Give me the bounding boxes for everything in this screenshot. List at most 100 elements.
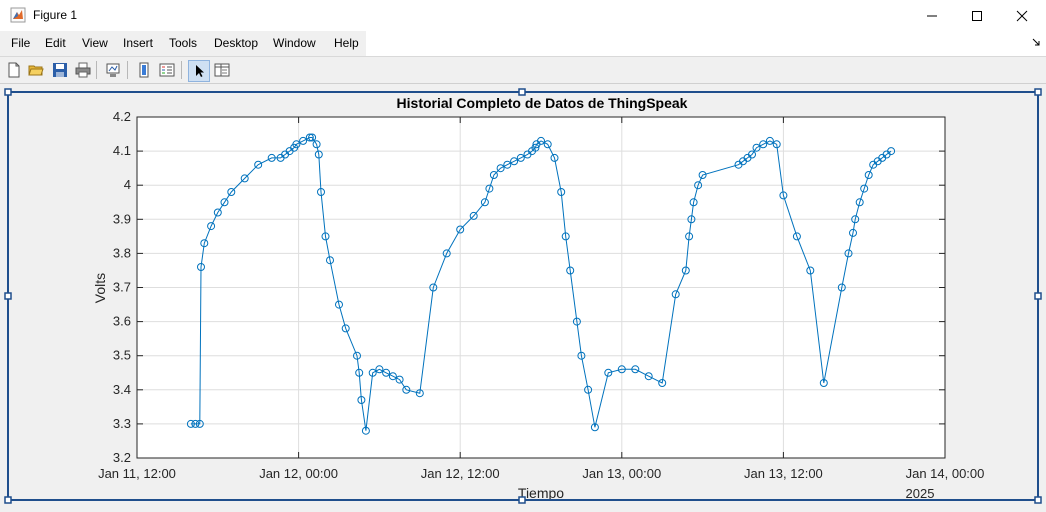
series-line	[190, 137, 892, 431]
data-point	[759, 140, 768, 149]
menu-tools[interactable]: Tools	[169, 36, 198, 50]
data-point	[819, 379, 828, 387]
data-point	[752, 143, 761, 152]
x-tick-label: Jan 12, 12:00	[421, 466, 500, 481]
menu-file[interactable]: File	[11, 36, 31, 50]
data-point	[772, 140, 781, 149]
data-point	[305, 133, 314, 142]
data-point	[765, 136, 774, 145]
x-axis: Jan 11, 12:00 Jan 12, 00:00 Jan 12, 12:00 J…	[98, 117, 984, 481]
close-button[interactable]	[999, 0, 1045, 31]
data-point	[267, 153, 276, 162]
minimize-button[interactable]	[909, 0, 955, 31]
figure-toolbar	[0, 57, 1046, 84]
data-point	[687, 215, 696, 224]
y-tick-label: 3.9	[113, 211, 131, 226]
data-point	[200, 239, 209, 248]
data-point	[537, 136, 545, 145]
data-point	[557, 188, 566, 196]
menu-edit[interactable]: Edit	[45, 36, 66, 50]
menu-insert[interactable]: Insert	[123, 36, 154, 50]
data-point	[382, 368, 391, 377]
data-point	[197, 263, 205, 271]
data-point	[195, 419, 204, 428]
resize-handle[interactable]	[1034, 496, 1042, 504]
y-tick-label: 4.2	[113, 109, 131, 124]
data-point	[584, 385, 593, 394]
data-point	[326, 256, 334, 265]
link-plot-icon[interactable]	[103, 60, 123, 80]
data-point	[375, 365, 384, 374]
new-figure-icon[interactable]	[4, 60, 24, 80]
property-inspector-icon[interactable]	[212, 60, 232, 80]
resize-handle[interactable]	[518, 496, 526, 504]
save-icon[interactable]	[50, 60, 70, 80]
edit-plot-arrow-icon[interactable]	[188, 60, 210, 82]
data-point	[353, 351, 361, 360]
resize-handle[interactable]	[1034, 88, 1042, 96]
resize-handle[interactable]	[4, 292, 12, 300]
y-tick-label: 3.2	[113, 450, 131, 465]
data-point	[855, 198, 864, 207]
data-point	[561, 232, 570, 241]
data-point	[240, 174, 249, 183]
data-point	[402, 385, 411, 394]
x-axis-year-label: 2025	[906, 486, 935, 501]
y-tick-label: 3.8	[113, 245, 131, 260]
data-point	[388, 372, 397, 381]
x-axis-label: Tiempo	[518, 485, 564, 501]
y-tick-label: 3.3	[113, 416, 131, 431]
data-point	[694, 181, 703, 190]
menu-window[interactable]: Window	[273, 36, 316, 50]
resize-handle[interactable]	[1034, 292, 1042, 300]
data-point	[395, 375, 404, 384]
dock-arrow-icon[interactable]	[1031, 36, 1041, 50]
toolbar-separator	[127, 61, 128, 79]
data-point	[849, 228, 857, 237]
data-point	[604, 368, 613, 377]
menu-view[interactable]: View	[82, 36, 108, 50]
data-point	[503, 160, 512, 169]
data-point	[887, 147, 896, 156]
data-point	[851, 215, 860, 224]
menu-strip: File Edit View Insert Tools Desktop Wind…	[0, 31, 366, 56]
data-point	[550, 153, 559, 162]
legend-icon[interactable]	[157, 60, 177, 80]
data-point	[631, 365, 640, 374]
data-point	[671, 290, 680, 299]
data-point	[489, 171, 498, 179]
data-point	[314, 150, 323, 159]
data-point	[698, 171, 707, 179]
matlab-logo-icon	[10, 7, 26, 23]
data-point	[644, 372, 653, 381]
resize-handle[interactable]	[4, 496, 12, 504]
resize-handle[interactable]	[518, 88, 526, 96]
data-point	[748, 150, 756, 159]
data-point	[341, 324, 350, 333]
data-point	[220, 198, 229, 207]
menu-desktop[interactable]: Desktop	[214, 36, 259, 50]
menu-bar: File Edit View Insert Tools Desktop Wind…	[0, 31, 1046, 57]
data-point	[480, 198, 489, 207]
x-tick-label: Jan 12, 00:00	[259, 466, 338, 481]
data-point	[213, 208, 222, 217]
maximize-button[interactable]	[954, 0, 1000, 31]
data-point	[312, 140, 321, 149]
data-point	[566, 266, 575, 275]
resize-handle[interactable]	[4, 88, 12, 96]
data-point	[792, 232, 801, 241]
x-tick-label: Jan 11, 12:00	[98, 466, 176, 481]
data-point	[368, 368, 377, 377]
data-point	[617, 365, 626, 374]
menu-help[interactable]: Help	[334, 36, 359, 50]
open-file-icon[interactable]	[26, 60, 46, 80]
print-icon[interactable]	[73, 60, 93, 80]
data-point	[485, 184, 494, 193]
data-point	[335, 300, 343, 309]
data-point	[577, 351, 586, 360]
data-point	[685, 232, 694, 241]
colorbar-icon[interactable]	[134, 60, 154, 80]
x-tick-label: Jan 13, 00:00	[582, 466, 661, 481]
data-point	[689, 198, 698, 207]
data-point	[496, 164, 505, 173]
